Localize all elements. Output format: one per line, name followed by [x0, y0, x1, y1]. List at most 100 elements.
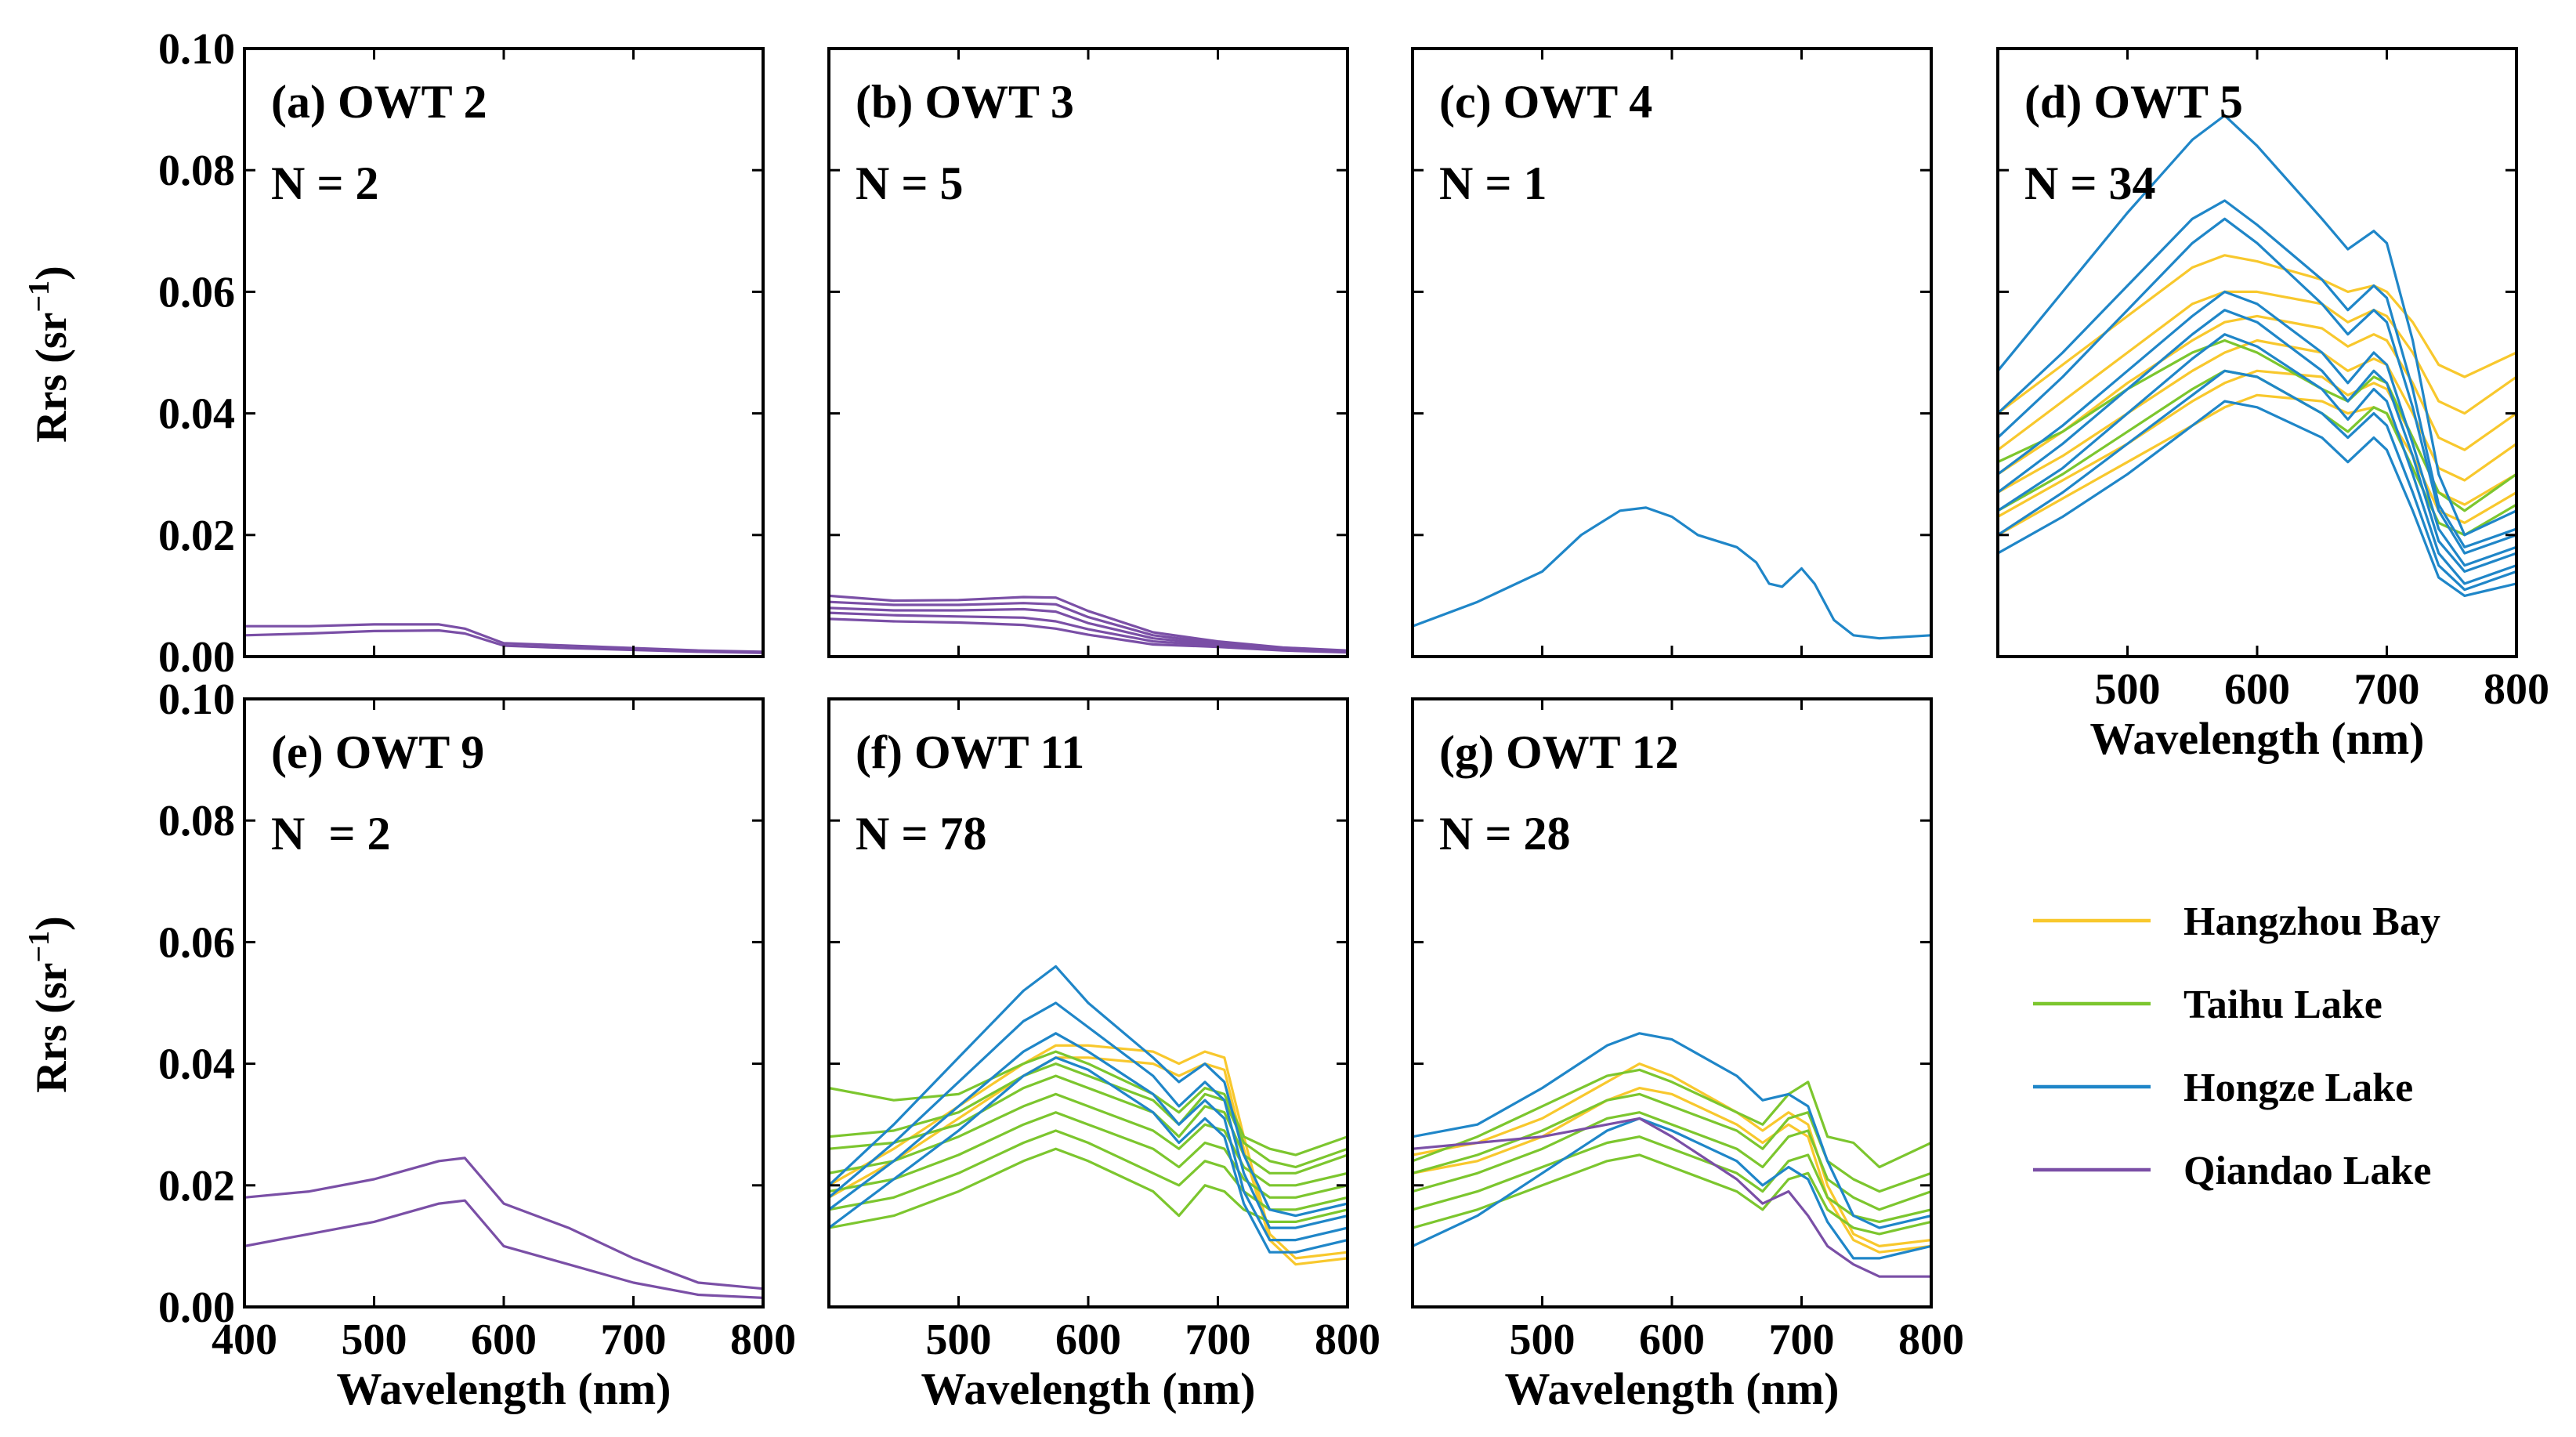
series-line-taihu-lake	[1413, 1111, 1931, 1211]
y-tick-label: 0.10	[158, 25, 235, 74]
panel-4: (d) OWT 5 N = 34 500 600 700 800 Wavelength (n…	[1996, 47, 2549, 764]
y-axis-label: Rrs (sr−1)	[23, 916, 76, 1093]
series-line-hangzhou-bay	[1998, 254, 2516, 415]
series-line-qiandao-lake	[244, 1199, 763, 1299]
panel-curves	[829, 594, 1348, 654]
panel-n-label: N = 28	[1439, 808, 1571, 860]
x-tick-label: 800	[730, 1316, 796, 1364]
series-line-qiandao-lake	[244, 623, 763, 653]
series-line-hongze-lake	[1998, 400, 2516, 597]
y-tick-label: 0.04	[158, 390, 235, 439]
panel-curves	[1413, 506, 1931, 640]
panel-3: (c) OWT 4 N = 1	[1411, 47, 1933, 658]
y-tick-label: 0.06	[158, 268, 235, 317]
panel-n-label: N = 78	[856, 808, 987, 860]
y-tick-label: 0.00	[158, 1283, 235, 1332]
panel-title: (d) OWT 5	[2024, 76, 2243, 128]
series-line-qiandao-lake	[244, 1156, 763, 1290]
x-tick-label: 400	[212, 1316, 277, 1364]
plot-frame	[243, 697, 765, 1309]
panel-curves	[1413, 1032, 1931, 1278]
panel-title: (b) OWT 3	[856, 76, 1074, 128]
series-line-qiandao-lake	[244, 629, 763, 654]
x-tick-label: 800	[1315, 1316, 1380, 1364]
series-line-hongze-lake	[1998, 290, 2516, 567]
series-line-qiandao-lake	[829, 617, 1348, 654]
x-tick-label: 600	[2224, 665, 2290, 714]
series-line-taihu-lake	[829, 1062, 1348, 1169]
panel-6: (f) OWT 11 N = 78 500 600 700 800 Wavelength (…	[827, 697, 1380, 1414]
series-line-hongze-lake	[1998, 199, 2516, 548]
panel-curves	[829, 965, 1348, 1266]
panel-title: (f) OWT 11	[856, 726, 1084, 778]
x-tick-label: 700	[601, 1316, 667, 1364]
series-line-qiandao-lake	[1413, 1117, 1931, 1278]
series-line-hongze-lake	[1998, 217, 2516, 555]
panel-5: (e) OWT 9 N = 2 0.10 0.08 0.06 0.04 0.02 0.00 Rr…	[23, 675, 796, 1414]
panel-title: (e) OWT 9	[271, 726, 484, 778]
legend: Hangzhou Bay Taihu Lake Hongze Lake Qiandao…	[2033, 899, 2440, 1193]
x-tick-label: 700	[1185, 1316, 1251, 1364]
series-line-taihu-lake	[1413, 1153, 1931, 1236]
y-tick-label: 0.08	[158, 147, 235, 195]
series-line-hongze-lake	[829, 965, 1348, 1218]
y-tick-label: 0.10	[158, 675, 235, 724]
x-tick-label: 700	[1769, 1316, 1835, 1364]
x-tick-label: 500	[342, 1316, 407, 1364]
series-line-hangzhou-bay	[1998, 314, 2516, 476]
panel-title: (g) OWT 12	[1439, 726, 1679, 778]
panel-curves	[244, 623, 763, 654]
series-line-taihu-lake	[1413, 1135, 1931, 1223]
plot-frame	[1411, 47, 1933, 658]
x-tick-label: 500	[2095, 665, 2161, 714]
legend-label: Hangzhou Bay	[2183, 899, 2440, 944]
x-tick-label: 800	[2484, 665, 2549, 714]
series-line-hongze-lake	[1998, 114, 2516, 537]
legend-label: Hongze Lake	[2183, 1066, 2413, 1110]
panel-n-label: N = 2	[271, 808, 391, 860]
x-tick-label: 600	[1055, 1316, 1121, 1364]
panel-n-label: N = 1	[1439, 157, 1547, 209]
y-tick-label: 0.02	[158, 512, 235, 560]
panel-n-label: N = 34	[2024, 157, 2156, 209]
series-line-hongze-lake	[1998, 369, 2516, 592]
panel-7: (g) OWT 12 N = 28 500 600 700 800 Wavelength (…	[1411, 697, 1964, 1414]
y-tick-label: 0.04	[158, 1041, 235, 1089]
x-tick-label: 600	[1639, 1316, 1705, 1364]
series-line-taihu-lake	[829, 1111, 1348, 1199]
series-line-hongze-lake	[1413, 506, 1931, 640]
x-tick-label: 800	[1898, 1316, 1964, 1364]
panel-curves	[1998, 114, 2516, 597]
series-line-hangzhou-bay	[1998, 290, 2516, 451]
panel-title: (c) OWT 4	[1439, 76, 1652, 128]
y-tick-label: 0.00	[158, 633, 235, 682]
series-line-hangzhou-bay	[1998, 338, 2516, 494]
series-line-hangzhou-bay	[1998, 393, 2516, 537]
series-line-taihu-lake	[829, 1092, 1348, 1187]
series-line-hongze-lake	[829, 1032, 1348, 1242]
x-axis-label: Wavelength (nm)	[1505, 1363, 1840, 1414]
series-line-hongze-lake	[829, 1001, 1348, 1229]
y-tick-label: 0.06	[158, 918, 235, 967]
series-line-hangzhou-bay	[1413, 1087, 1931, 1254]
series-line-taihu-lake	[829, 1129, 1348, 1211]
series-line-hongze-lake	[1998, 333, 2516, 585]
x-axis-label: Wavelength (nm)	[921, 1363, 1256, 1414]
x-tick-label: 500	[926, 1316, 992, 1364]
series-line-taihu-lake	[1413, 1068, 1931, 1169]
x-tick-label: 500	[1510, 1316, 1576, 1364]
series-line-hongze-lake	[1998, 309, 2516, 573]
panel-1: (a) OWT 2 N = 2 0.10 0.08 0.06 0.04 0.02 0.00 Rr…	[23, 25, 765, 682]
legend-label: Taihu Lake	[2183, 983, 2382, 1027]
legend-label: Qiandao Lake	[2183, 1149, 2431, 1193]
plot-frame	[243, 47, 765, 658]
series-line-hongze-lake	[1413, 1032, 1931, 1229]
y-axis-label: Rrs (sr−1)	[23, 266, 76, 443]
series-line-taihu-lake	[1413, 1092, 1931, 1193]
x-tick-label: 600	[471, 1316, 537, 1364]
series-line-taihu-lake	[829, 1074, 1348, 1175]
panel-n-label: N = 5	[856, 157, 964, 209]
series-line-taihu-lake	[829, 1050, 1348, 1156]
plot-frame	[827, 47, 1349, 658]
